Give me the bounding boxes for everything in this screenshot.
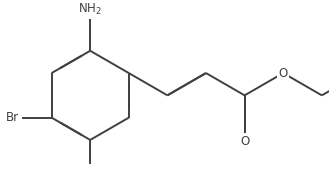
Text: Br: Br: [6, 111, 19, 124]
Text: O: O: [279, 67, 288, 80]
Text: O: O: [240, 135, 249, 148]
Text: NH$_2$: NH$_2$: [78, 2, 102, 17]
